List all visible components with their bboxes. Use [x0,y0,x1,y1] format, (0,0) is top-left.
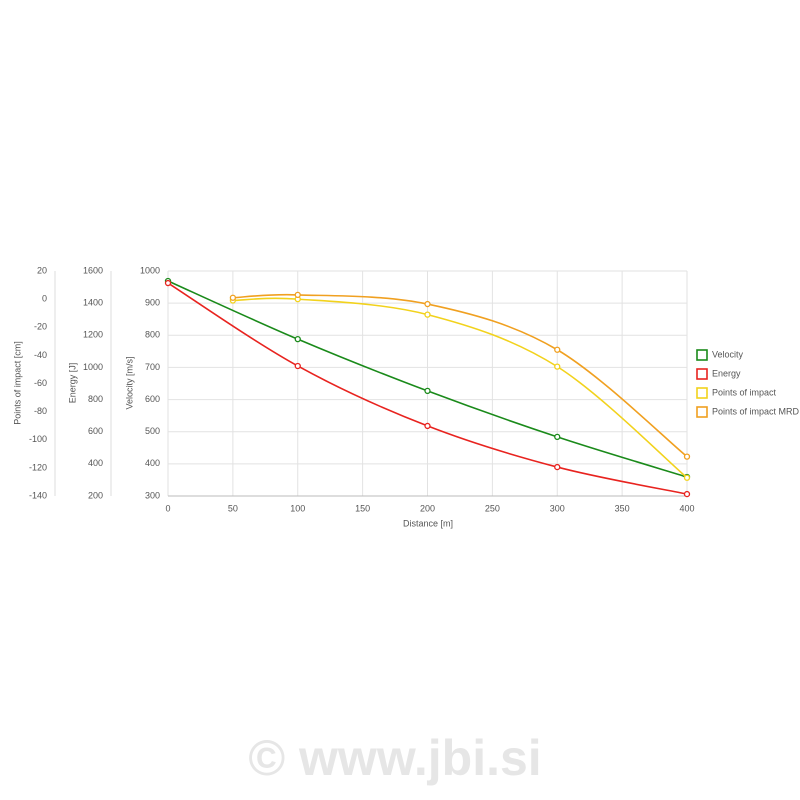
y3-axis-title: Points of impact [cm] [12,341,22,425]
x-tick-label: 50 [228,503,238,513]
y2-tick-label: 800 [88,394,103,404]
point [294,291,301,299]
y3-tick-label: -80 [34,406,47,416]
y-tick-label: 300 [145,490,160,500]
y2-tick-label: 1400 [83,298,103,308]
y3-tick-label: -60 [34,378,47,388]
y2-tick-label: 400 [88,458,103,468]
y3-tick-label: 0 [42,294,47,304]
point [554,363,561,370]
y3-tick-label: -40 [34,350,47,360]
point [554,346,561,353]
point [294,362,301,370]
point [424,300,431,308]
x-tick-label: 100 [290,503,305,513]
x-tick-label: 300 [550,503,565,513]
y-tick-label: 600 [145,394,160,404]
legend-swatch [696,368,708,380]
x-tick-label: 400 [679,503,694,513]
y-tick-label: 900 [145,298,160,308]
x-tick-label: 150 [355,503,370,513]
point [294,335,301,343]
x-tick-label: 200 [420,503,435,513]
point [683,490,691,498]
y3-tick-label: -20 [34,322,47,332]
point [424,387,431,395]
y3-tick-label: -140 [29,490,47,500]
y2-tick-label: 1600 [83,265,103,275]
point [554,463,561,471]
legend-label: Velocity [712,349,744,359]
y-tick-label: 1000 [140,265,160,275]
legend-swatch [696,349,708,361]
y-tick-label: 800 [145,330,160,340]
point [683,474,691,481]
y-tick-label: 500 [145,426,160,436]
point [229,294,237,301]
series-line [232,293,688,458]
legend-swatch [696,387,708,399]
y2-tick-label: 1200 [83,330,103,340]
point [683,453,691,460]
point [424,311,431,318]
x-tick-label: 250 [485,503,500,513]
y-tick-label: 400 [145,458,160,468]
legend-label: Energy [712,368,741,378]
point [164,279,172,287]
y-tick-label: 700 [145,362,160,372]
y2-tick-label: 200 [88,490,103,500]
series-line [232,297,688,479]
point [424,422,431,430]
x-axis-title: Distance [m] [403,518,453,528]
y-axis-title: Velocity [m/s] [124,356,134,409]
legend-label: Points of impact MRD [712,406,800,416]
legend-label: Points of impact [712,387,777,397]
x-tick-label: 0 [165,503,170,513]
y2-tick-label: 600 [88,426,103,436]
point [554,433,561,441]
y2-tick-label: 1000 [83,362,103,372]
legend-swatch [696,406,708,418]
x-tick-label: 350 [615,503,630,513]
y3-tick-label: -120 [29,462,47,472]
y3-tick-label: 20 [37,265,47,275]
y2-axis-title: Energy [J] [67,363,77,404]
y3-tick-label: -100 [29,434,47,444]
watermark: © www.jbi.si [248,730,541,786]
